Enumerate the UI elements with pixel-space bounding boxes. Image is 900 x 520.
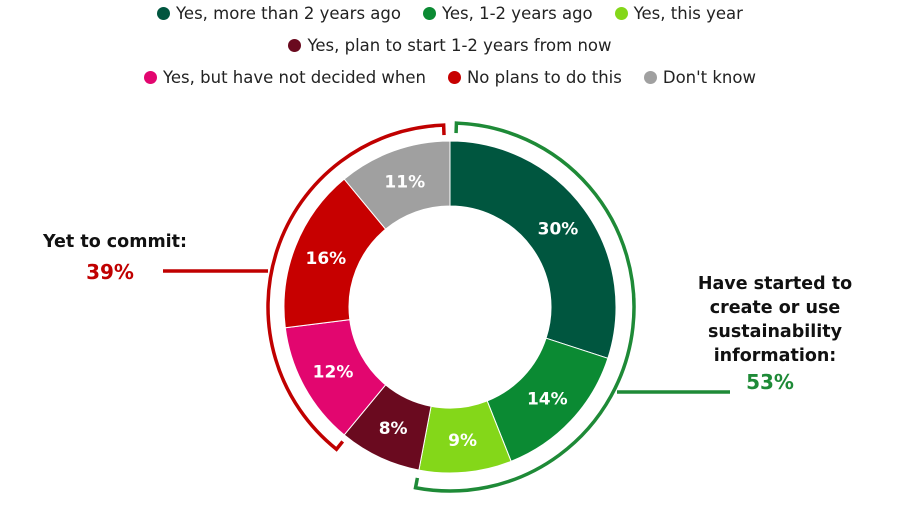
donut-slice	[343, 140, 451, 230]
legend-item: Don't know	[643, 68, 756, 87]
annotation-label: Yet to commit:	[42, 232, 188, 252]
legend-marker	[422, 7, 436, 20]
annotation-label: information:	[713, 346, 837, 366]
data-label: 14%	[527, 389, 568, 409]
legend-item: Yes, 1-2 years ago	[422, 4, 593, 23]
data-label: 9%	[448, 431, 477, 451]
data-label: 30%	[538, 220, 579, 240]
legend-label: Yes, but have not decided when	[163, 68, 426, 87]
legend-label: Yes, this year	[633, 4, 743, 23]
started-bracket	[413, 121, 636, 493]
legend-label: Don't know	[662, 68, 756, 87]
legend-item: Yes, but have not decided when	[144, 68, 426, 87]
annotation-value: 53%	[746, 370, 794, 394]
legend-label: Yes, more than 2 years ago	[176, 4, 401, 23]
annotation-label: create or use	[709, 298, 841, 318]
legend-marker	[288, 39, 302, 52]
legend-label: Yes, plan to start 1-2 years from now	[307, 36, 612, 55]
legend-marker	[144, 71, 158, 84]
legend-marker	[614, 7, 628, 20]
legend-item: Yes, plan to start 1-2 years from now	[288, 36, 612, 55]
data-label: 8%	[379, 419, 408, 439]
annotation-value: 39%	[86, 260, 134, 284]
legend-row: Yes, more than 2 years ago Yes, 1-2 years…	[0, 4, 900, 23]
legend-label: Yes, 1-2 years ago	[441, 4, 593, 23]
legend-item: Yes, more than 2 years ago	[157, 4, 401, 23]
have-started-annotation: Have started to create or use sustainabi…	[680, 272, 870, 394]
legend-item: Yes, this year	[614, 4, 743, 23]
legend-row: Yes, but have not decided when No plans t…	[0, 68, 900, 87]
data-label: 16%	[306, 249, 347, 269]
legend-marker	[157, 7, 171, 20]
legend-row: Yes, plan to start 1-2 years from now	[0, 36, 900, 55]
legend-item: No plans to do this	[447, 68, 622, 87]
legend-marker	[447, 71, 461, 84]
legend-label: No plans to do this	[466, 68, 622, 87]
data-label: 11%	[384, 172, 425, 192]
yet-to-commit-annotation: Yet to commit: 39%	[30, 230, 200, 284]
yet-to-commit-bracket	[266, 123, 446, 452]
donut-slice	[449, 140, 617, 359]
annotation-label: Have started to	[697, 274, 853, 294]
annotation-label: sustainability	[707, 322, 843, 342]
legend-marker	[643, 71, 657, 84]
data-label: 12%	[313, 362, 354, 382]
